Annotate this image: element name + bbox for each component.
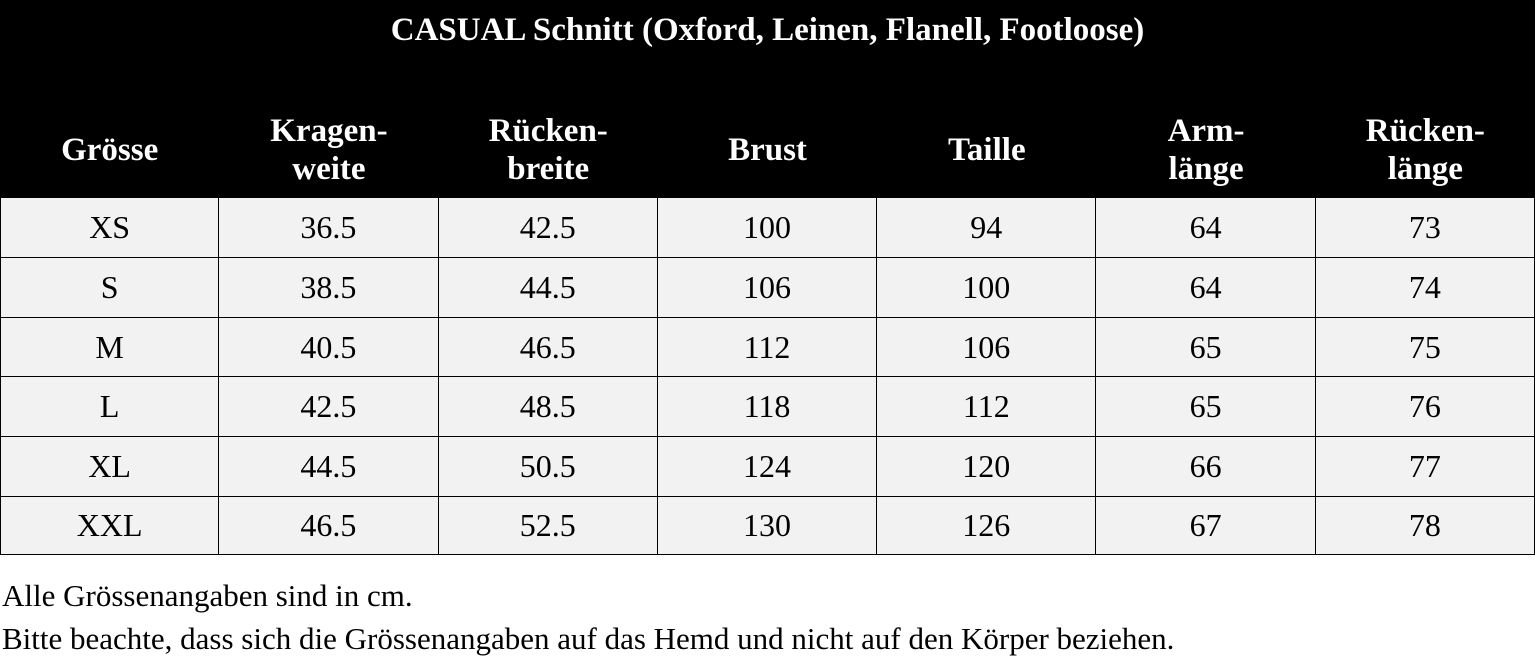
column-header: Rücken- breite xyxy=(488,113,608,187)
value-cell: 75 xyxy=(1315,318,1535,377)
value-cell: 66 xyxy=(1096,437,1316,497)
value-cell: 118 xyxy=(657,377,878,437)
value-cell: 64 xyxy=(1096,258,1316,318)
value-cell: 112 xyxy=(657,318,878,377)
value-cell: 38.5 xyxy=(219,258,439,318)
value-cell: 120 xyxy=(877,437,1097,497)
value-cell: 126 xyxy=(877,497,1097,555)
value-cell: 100 xyxy=(657,198,878,258)
value-cell: 36.5 xyxy=(219,198,439,258)
column-header: Rücken- länge xyxy=(1365,113,1485,187)
value-cell: 100 xyxy=(877,258,1097,318)
column-header: Brust xyxy=(728,132,807,168)
value-cell: 112 xyxy=(877,377,1097,437)
value-cell: 124 xyxy=(657,437,878,497)
value-cell: 130 xyxy=(657,497,878,555)
value-cell: 40.5 xyxy=(219,318,439,377)
footnote: Bitte beachte, dass sich die Grössenanga… xyxy=(2,621,1175,656)
value-cell: 42.5 xyxy=(438,198,658,258)
column-header: Grösse xyxy=(61,132,159,168)
value-cell: 106 xyxy=(657,258,878,318)
value-cell: 94 xyxy=(877,198,1097,258)
value-cell: 52.5 xyxy=(438,497,658,555)
value-cell: 50.5 xyxy=(438,437,658,497)
value-cell: 65 xyxy=(1096,377,1316,437)
value-cell: 67 xyxy=(1096,497,1316,555)
size-cell: XXL xyxy=(0,497,220,555)
size-cell: L xyxy=(0,377,220,437)
size-cell: XS xyxy=(0,198,220,258)
size-cell: M xyxy=(0,318,220,377)
value-cell: 65 xyxy=(1096,318,1316,377)
column-header: Kragen- weite xyxy=(270,113,388,187)
table-header: CASUAL Schnitt (Oxford, Leinen, Flanell,… xyxy=(0,0,1535,198)
value-cell: 48.5 xyxy=(438,377,658,437)
value-cell: 106 xyxy=(877,318,1097,377)
value-cell: 74 xyxy=(1315,258,1535,318)
value-cell: 78 xyxy=(1315,497,1535,555)
size-cell: XL xyxy=(0,437,220,497)
value-cell: 42.5 xyxy=(219,377,439,437)
value-cell: 46.5 xyxy=(438,318,658,377)
column-header: Arm- länge xyxy=(1167,113,1245,187)
column-header: Taille xyxy=(947,132,1026,168)
value-cell: 73 xyxy=(1315,198,1535,258)
table-title: CASUAL Schnitt (Oxford, Leinen, Flanell,… xyxy=(390,12,1145,48)
value-cell: 77 xyxy=(1315,437,1535,497)
value-cell: 44.5 xyxy=(219,437,439,497)
value-cell: 44.5 xyxy=(438,258,658,318)
value-cell: 46.5 xyxy=(219,497,439,555)
footnote: Alle Grössenangaben sind in cm. xyxy=(2,578,413,613)
size-cell: S xyxy=(0,258,220,318)
value-cell: 76 xyxy=(1315,377,1535,437)
value-cell: 64 xyxy=(1096,198,1316,258)
